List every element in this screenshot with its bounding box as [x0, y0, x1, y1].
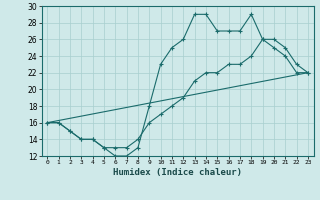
- X-axis label: Humidex (Indice chaleur): Humidex (Indice chaleur): [113, 168, 242, 177]
